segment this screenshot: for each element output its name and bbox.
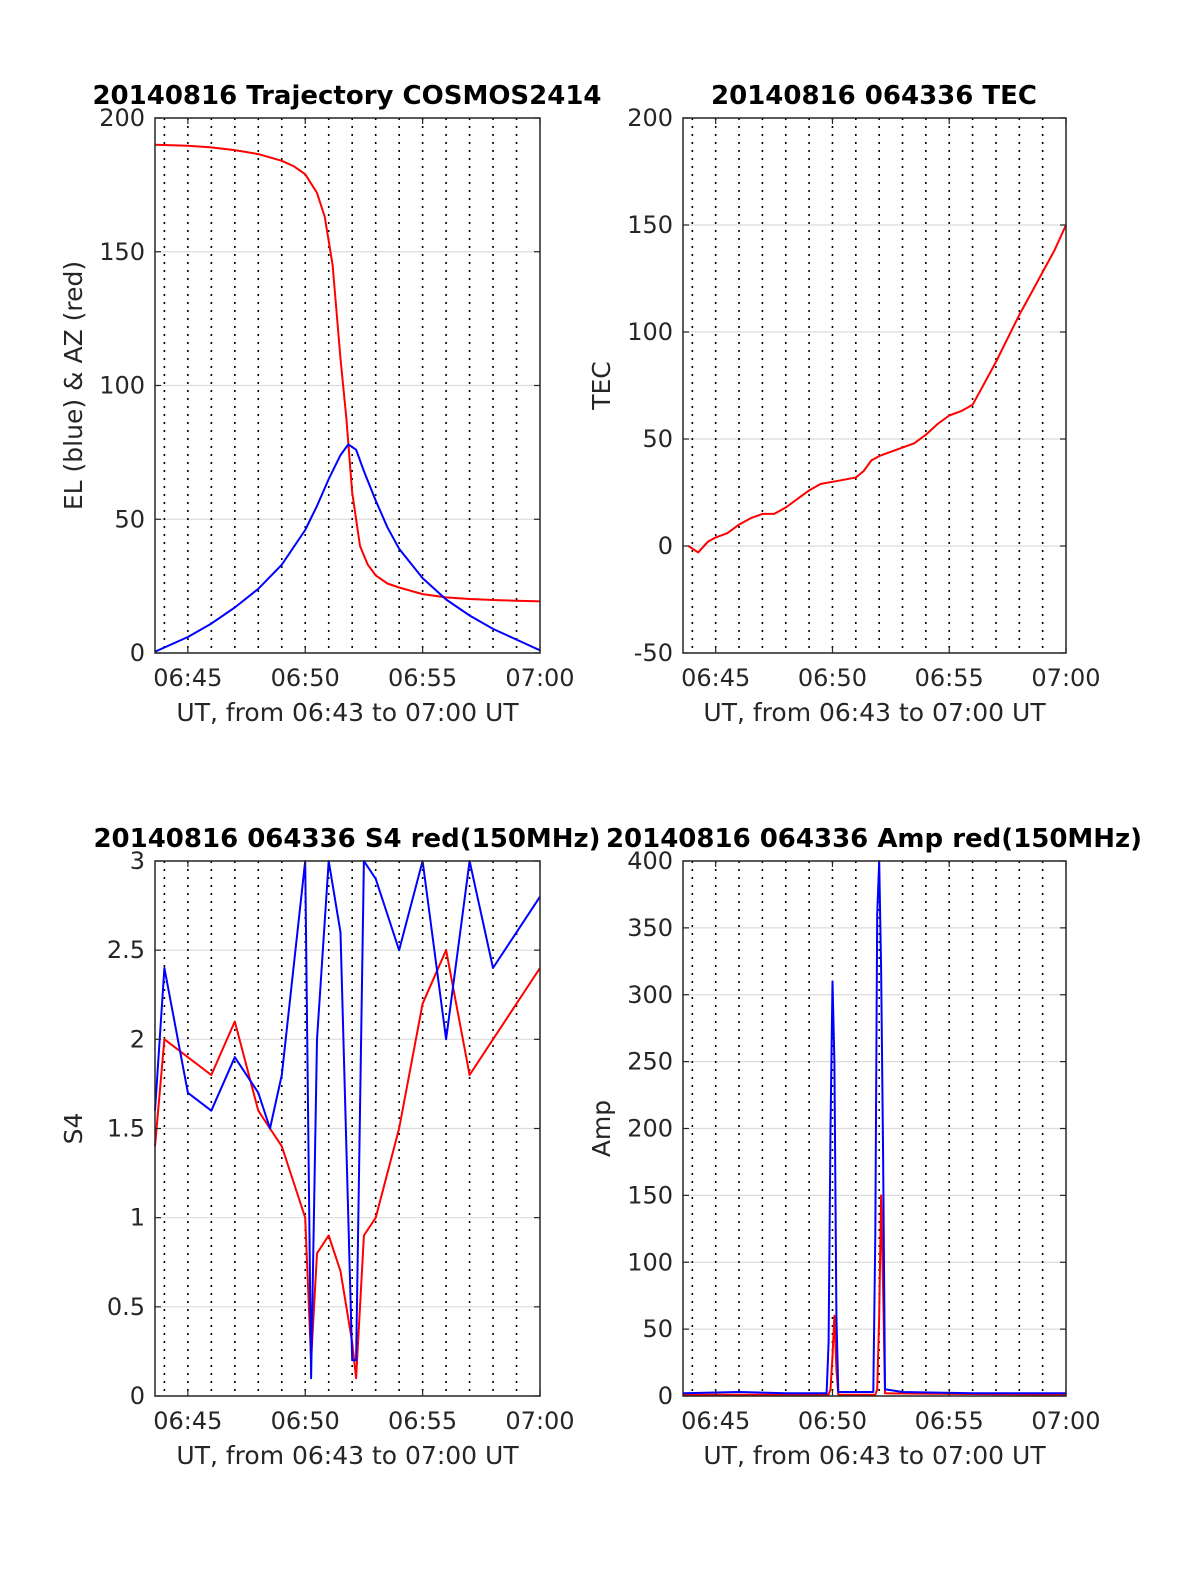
- y-tick-label: 400: [627, 847, 673, 875]
- series-line-1: [682, 860, 1066, 1395]
- x-tick-label: 07:00: [505, 1407, 574, 1435]
- y-axis-label: S4: [59, 1113, 88, 1145]
- series-line-0: [683, 1194, 1067, 1396]
- y-tick-label: 150: [627, 1181, 673, 1209]
- y-tick-label: 0: [658, 532, 673, 560]
- x-tick-label: 06:45: [153, 664, 222, 692]
- series-layer: [682, 860, 1067, 1396]
- tick-layer: 0 50 100 150 200 06:45 06:50 06:55 07:00: [99, 104, 574, 692]
- y-tick-label: 2.5: [107, 936, 145, 964]
- chart-title: 20140816 064336 TEC: [711, 81, 1037, 111]
- x-axis-label: UT, from 06:43 to 07:00 UT: [176, 1441, 519, 1470]
- y-axis-label: TEC: [587, 361, 616, 411]
- y-tick-label: 150: [627, 211, 673, 239]
- x-tick-label: 06:55: [388, 664, 457, 692]
- y-tick-label: 50: [642, 425, 673, 453]
- chart-title: 20140816 064336 S4 red(150MHz): [93, 824, 600, 854]
- y-tick-label: 100: [627, 1248, 673, 1276]
- y-axis-label: Amp: [587, 1100, 616, 1157]
- tick-layer: 0 50 100 150 200 250 300 350 400 06:45 06:50 06:55 0…: [627, 847, 1100, 1435]
- panel-tec: -50 0 50 100 150 200 06:45 06:50 06:55 07:00 2014…: [587, 81, 1101, 727]
- y-tick-label: 50: [114, 505, 145, 533]
- x-tick-label: 06:50: [798, 1407, 867, 1435]
- x-tick-label: 06:55: [915, 664, 984, 692]
- y-tick-label: 100: [627, 318, 673, 346]
- y-tick-label: 1: [130, 1204, 145, 1232]
- series-line-1: [154, 860, 541, 1380]
- y-tick-label: 2: [130, 1025, 145, 1053]
- y-tick-label: 50: [642, 1315, 673, 1343]
- x-tick-label: 06:55: [388, 1407, 457, 1435]
- y-tick-label: 350: [627, 914, 673, 942]
- y-tick-label: 150: [99, 238, 145, 266]
- panel-amp: 0 50 100 150 200 250 300 350 400 06:45 06:50 06:55 0…: [587, 824, 1142, 1470]
- x-tick-label: 06:55: [915, 1407, 984, 1435]
- grid: [155, 117, 540, 654]
- y-tick-label: 3: [130, 847, 145, 875]
- grid: [683, 117, 1066, 654]
- x-tick-label: 06:45: [681, 1407, 750, 1435]
- x-tick-label: 06:50: [271, 664, 340, 692]
- x-tick-label: 06:50: [798, 664, 867, 692]
- series-line-0: [154, 143, 541, 603]
- panel-s4: 0 0.5 1 1.5 2 2.5 3 06:45 06:50 06:55 07:00 201408…: [59, 824, 601, 1470]
- x-axis-label: UT, from 06:43 to 07:00 UT: [703, 1441, 1046, 1470]
- y-axis-label: EL (blue) & AZ (red): [59, 261, 88, 510]
- panel-trajectory: 0 50 100 150 200 06:45 06:50 06:55 07:00 2014081…: [59, 81, 602, 727]
- series-line-0: [687, 224, 1067, 554]
- grid: [683, 860, 1066, 1397]
- series-layer: [687, 224, 1067, 554]
- y-tick-label: 200: [627, 1115, 673, 1143]
- chart-title: 20140816 Trajectory COSMOS2414: [92, 81, 601, 111]
- y-tick-label: -50: [634, 639, 673, 667]
- y-tick-label: 0: [130, 1382, 145, 1410]
- x-tick-label: 07:00: [1031, 664, 1100, 692]
- x-tick-label: 06:45: [153, 1407, 222, 1435]
- x-tick-label: 07:00: [1031, 1407, 1100, 1435]
- y-tick-label: 1.5: [107, 1115, 145, 1143]
- chart-title: 20140816 064336 Amp red(150MHz): [606, 824, 1142, 854]
- series-line-0: [154, 949, 541, 1380]
- y-tick-label: 200: [627, 104, 673, 132]
- y-tick-label: 300: [627, 981, 673, 1009]
- x-axis-label: UT, from 06:43 to 07:00 UT: [176, 698, 519, 727]
- tick-layer: -50 0 50 100 150 200 06:45 06:50 06:55 07:00: [627, 104, 1100, 692]
- x-tick-label: 07:00: [505, 664, 574, 692]
- series-line-1: [154, 443, 541, 653]
- series-layer: [154, 143, 541, 653]
- x-axis-label: UT, from 06:43 to 07:00 UT: [703, 698, 1046, 727]
- y-tick-label: 0.5: [107, 1293, 145, 1321]
- x-tick-label: 06:50: [271, 1407, 340, 1435]
- y-tick-label: 200: [99, 104, 145, 132]
- y-tick-label: 0: [130, 639, 145, 667]
- y-tick-label: 250: [627, 1048, 673, 1076]
- y-tick-label: 0: [658, 1382, 673, 1410]
- x-tick-label: 06:45: [681, 664, 750, 692]
- y-tick-label: 100: [99, 372, 145, 400]
- series-layer: [154, 860, 541, 1380]
- tick-layer: 0 0.5 1 1.5 2 2.5 3 06:45 06:50 06:55 07:00: [107, 847, 575, 1435]
- plot-frame: [682, 117, 1067, 654]
